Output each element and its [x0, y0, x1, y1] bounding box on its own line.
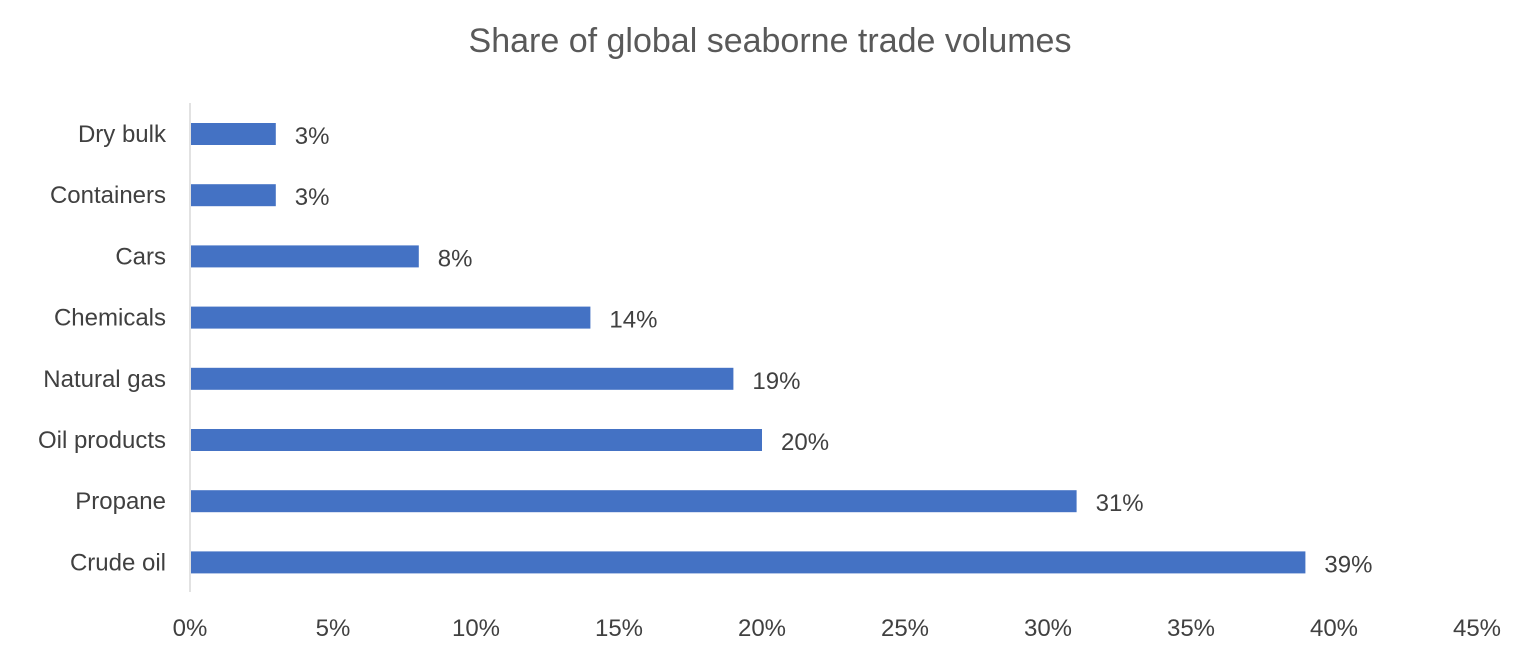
category-label-dry-bulk: Dry bulk — [78, 121, 167, 148]
x-tick-label: 20% — [738, 615, 786, 642]
x-tick-label: 30% — [1024, 615, 1072, 642]
bar-chemicals — [191, 306, 591, 329]
bar-crude-oil — [191, 551, 1306, 574]
category-label-propane: Propane — [75, 488, 166, 515]
category-label-cars: Cars — [115, 243, 166, 270]
data-label-cars: 8% — [438, 245, 473, 272]
data-label-crude-oil: 39% — [1324, 551, 1372, 578]
x-tick-label: 25% — [881, 615, 929, 642]
bar-cars — [191, 245, 419, 268]
data-label-oil-products: 20% — [781, 429, 829, 456]
category-label-crude-oil: Crude oil — [70, 549, 166, 576]
chart-title: Share of global seaborne trade volumes — [468, 22, 1072, 60]
bar-natural-gas — [191, 367, 734, 390]
x-tick-label: 45% — [1453, 615, 1501, 642]
category-label-natural-gas: Natural gas — [43, 366, 166, 393]
bar-propane — [191, 490, 1077, 513]
x-tick-label: 15% — [595, 615, 643, 642]
x-tick-label: 0% — [173, 615, 208, 642]
data-label-natural-gas: 19% — [752, 368, 800, 395]
bar-oil-products — [191, 429, 762, 451]
data-label-chemicals: 14% — [609, 307, 657, 334]
x-tick-label: 40% — [1310, 615, 1358, 642]
category-label-oil-products: Oil products — [38, 427, 166, 454]
data-label-propane: 31% — [1096, 490, 1144, 517]
category-label-containers: Containers — [50, 182, 166, 209]
category-label-chemicals: Chemicals — [54, 305, 166, 332]
bar-containers — [191, 184, 276, 207]
data-label-containers: 3% — [295, 184, 330, 211]
x-tick-label: 10% — [452, 615, 500, 642]
x-tick-label: 35% — [1167, 615, 1215, 642]
data-label-dry-bulk: 3% — [295, 123, 330, 150]
x-tick-label: 5% — [316, 615, 351, 642]
bar-dry-bulk — [191, 123, 276, 145]
